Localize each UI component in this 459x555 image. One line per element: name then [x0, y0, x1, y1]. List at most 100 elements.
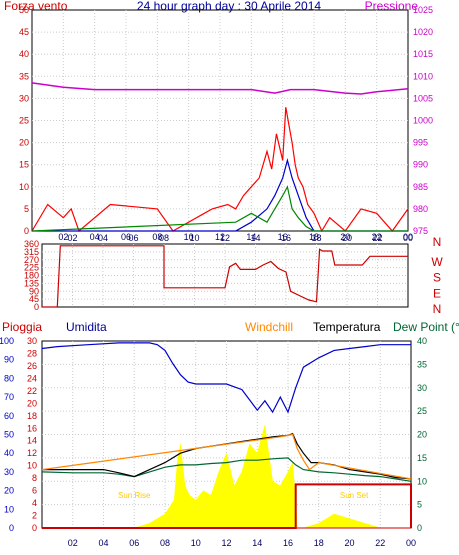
rain-tick-label: 24: [27, 373, 37, 383]
rain-tick-label: 0: [32, 523, 37, 533]
x-tick-label: 10: [184, 232, 194, 242]
temp-tick-label: 30: [417, 383, 427, 393]
x-tick-label: 22: [372, 233, 382, 243]
temp-tick-label: 25: [417, 406, 427, 416]
x-tick-label: 20: [342, 233, 352, 243]
compass-label: N: [433, 235, 442, 249]
right-tick-label: 1010: [413, 71, 433, 81]
direction-tick-label: 180: [24, 271, 39, 281]
x-tick-label: 10: [191, 538, 201, 548]
temperature-tick-labels: 0510152025303540010203040506070809010002…: [0, 336, 427, 548]
humidity-tick-label: 0: [9, 523, 14, 533]
rain-tick-label: 10: [27, 461, 37, 471]
x-tick-label: 14: [252, 538, 262, 548]
right-tick-label: 1000: [413, 116, 433, 126]
series-windchill: [41, 433, 412, 480]
humidity-tick-label: 60: [4, 411, 14, 421]
x-tick-label: 04: [98, 233, 108, 243]
series-humidity: [41, 342, 411, 414]
right-tick-label: 990: [413, 160, 428, 170]
x-tick-label: 12: [215, 232, 225, 242]
wind-direction-grid: [42, 244, 408, 307]
series-wind_gust: [31, 107, 409, 233]
x-tick-label: 22: [375, 538, 385, 548]
right-tick-label: 1025: [413, 5, 433, 15]
right-axis-label: Pressione: [365, 0, 419, 13]
rain-tick-label: 18: [27, 411, 37, 421]
humidity-tick-label: 20: [4, 486, 14, 496]
series-wind_min: [31, 185, 408, 232]
chart-title: 24 hour graph day : 30 Aprile 2014: [137, 0, 321, 13]
x-tick-label: 18: [311, 233, 321, 243]
temp-tick-label: 15: [417, 453, 427, 463]
humidity-tick-label: 40: [4, 448, 14, 458]
left-tick-label: 25: [19, 116, 29, 126]
x-tick-label: 20: [340, 232, 350, 242]
x-tick-label: 12: [220, 233, 230, 243]
wind-pressure-series: [31, 82, 409, 233]
right-tick-label: 1015: [413, 49, 433, 59]
x-tick-label: 16: [281, 233, 291, 243]
dewpoint-label: Dew Point (°C: [393, 320, 459, 334]
temperature-humidity-panel: Sun Rise Sun Set 051015202530354001020304…: [0, 320, 459, 548]
rain-label: Pioggia: [2, 320, 42, 334]
temp-tick-label: 35: [417, 359, 427, 369]
wind-pressure-panel: 0510152025303540455097598098599099510001…: [4, 0, 433, 242]
left-tick-label: 30: [19, 93, 29, 103]
left-tick-label: 50: [19, 5, 29, 15]
series-temperature: [42, 432, 412, 480]
series-pressure: [31, 82, 409, 95]
x-tick-label: 10: [189, 233, 199, 243]
left-axis-label: Forza vento: [4, 0, 68, 13]
x-tick-label: 08: [152, 232, 162, 242]
left-tick-label: 10: [19, 182, 29, 192]
rain-tick-label: 14: [27, 436, 37, 446]
left-tick-label: 40: [19, 49, 29, 59]
rain-tick-label: 26: [27, 361, 37, 371]
x-tick-label: 02: [58, 232, 68, 242]
compass-label: S: [433, 271, 441, 285]
humidity-label: Umidita: [66, 320, 107, 334]
x-tick-label: 14: [246, 232, 256, 242]
compass-label: N: [433, 302, 442, 316]
humidity-tick-label: 80: [4, 373, 14, 383]
x-tick-label: 16: [283, 538, 293, 548]
right-tick-label: 995: [413, 138, 428, 148]
direction-tick-label: 90: [29, 286, 39, 296]
x-tick-label: 00: [403, 233, 413, 243]
right-tick-label: 985: [413, 182, 428, 192]
left-tick-label: 35: [19, 71, 29, 81]
x-tick-label: 20: [344, 538, 354, 548]
direction-tick-label: 360: [24, 239, 39, 249]
annotation-label: Sun Set: [340, 491, 369, 500]
direction-tick-label: 135: [24, 278, 39, 288]
temp-tick-label: 0: [417, 523, 422, 533]
humidity-tick-label: 100: [0, 336, 14, 346]
left-tick-label: 0: [24, 226, 29, 236]
rain-tick-label: 4: [32, 498, 37, 508]
left-tick-label: 15: [19, 160, 29, 170]
x-tick-label: 18: [314, 538, 324, 548]
x-tick-label: 00: [406, 538, 416, 548]
humidity-tick-label: 30: [4, 467, 14, 477]
rain-tick-label: 8: [32, 473, 37, 483]
right-tick-label: 1020: [413, 27, 433, 37]
direction-tick-label: 270: [24, 255, 39, 265]
rain-tick-label: 16: [27, 423, 37, 433]
humidity-tick-label: 10: [4, 504, 14, 514]
x-tick-label: 04: [98, 538, 108, 548]
x-tick-label: 04: [90, 232, 100, 242]
direction-tick-label: 0: [34, 302, 39, 312]
left-tick-label: 5: [24, 204, 29, 214]
rain-tick-label: 20: [27, 398, 37, 408]
rain-tick-label: 6: [32, 486, 37, 496]
x-tick-label: 06: [128, 233, 138, 243]
humidity-tick-label: 90: [4, 355, 14, 365]
left-tick-label: 20: [19, 138, 29, 148]
wind-pressure-grid: [32, 10, 408, 231]
humidity-tick-label: 50: [4, 430, 14, 440]
series-wind_avg: [32, 157, 408, 232]
